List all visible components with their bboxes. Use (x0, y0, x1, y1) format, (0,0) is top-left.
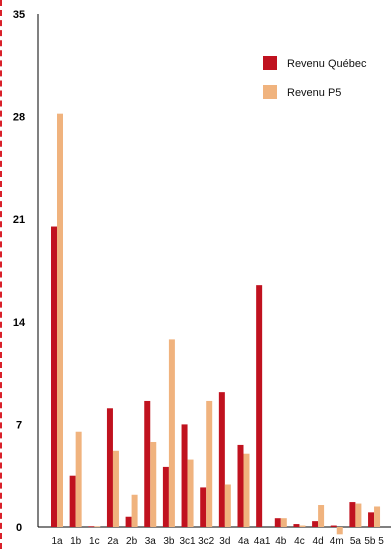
bar-revenu-quebec (181, 424, 188, 527)
x-tick-label: 4a1 (254, 536, 271, 547)
legend-label-revenu-p5: Revenu P5 (287, 87, 341, 99)
bar-revenu-p5 (224, 484, 231, 527)
x-tick-labels: 1a 1b 1c 2a 2b 3a 3b 3c1 3c2 3d 4a 4a1 4b 4c 4d 4m 5a 5b … (51, 536, 384, 547)
x-tick-label: 5a (350, 536, 362, 547)
bar-revenu-quebec (69, 475, 76, 527)
x-tick-label: 1b (70, 536, 82, 547)
x-tick-label: 4m (330, 536, 344, 547)
x-tick-label: 3d (219, 536, 230, 547)
x-tick-label: 3b (163, 536, 175, 547)
x-tick-label: 2a (107, 536, 119, 547)
bar-revenu-quebec (349, 502, 356, 527)
x-tick-label: 3a (145, 536, 157, 547)
legend-swatch-revenu-quebec (263, 56, 277, 70)
y-tick-label: 28 (13, 112, 25, 124)
bar-revenu-quebec (330, 525, 337, 527)
bar-revenu-quebec (312, 521, 319, 527)
bar-revenu-p5 (94, 526, 101, 528)
y-tick-labels: 0 7 14 21 28 35 (13, 9, 26, 534)
bar-revenu-p5 (280, 518, 287, 527)
bar-revenu-quebec (218, 392, 225, 527)
x-tick-label: 2b (126, 536, 138, 547)
bar-revenu-quebec (368, 512, 375, 527)
bar-revenu-quebec (293, 524, 300, 527)
bar-revenu-quebec (256, 285, 263, 527)
bar-revenu-quebec (51, 226, 57, 527)
bar-revenu-quebec (274, 518, 281, 527)
left-dashed-rule (0, 0, 2, 549)
bar-revenu-quebec (200, 487, 207, 527)
bar-revenu-p5 (57, 113, 63, 527)
x-tick-label: 4b (275, 536, 287, 547)
bar-revenu-p5 (150, 441, 157, 527)
bar-revenu-quebec (237, 444, 244, 527)
x-tick-label: 4d (313, 536, 324, 547)
bar-revenu-p5 (299, 525, 306, 527)
bar-revenu-p5 (355, 503, 362, 527)
x-tick-label: 1c (89, 536, 100, 547)
x-tick-label: 3c2 (198, 536, 215, 547)
x-tick-label: 1a (51, 536, 63, 547)
x-tick-label: 5b 5 (364, 536, 384, 547)
x-tick-label: 4c (294, 536, 305, 547)
y-tick-label: 21 (13, 214, 25, 226)
bar-revenu-p5 (374, 506, 381, 527)
y-tick-label: 7 (16, 419, 22, 431)
bar-revenu-quebec (144, 400, 151, 527)
bar-revenu-quebec (125, 516, 132, 527)
x-tick-label: 4a (238, 536, 250, 547)
bar-revenu-p5 (168, 339, 175, 527)
y-tick-label: 0 (16, 522, 22, 534)
bars (51, 113, 381, 535)
bar-revenu-quebec (88, 526, 95, 528)
legend-label-revenu-quebec: Revenu Québec (287, 58, 367, 70)
bar-revenu-p5 (75, 431, 82, 527)
bar-revenu-p5 (187, 459, 194, 527)
y-tick-label: 14 (13, 317, 26, 329)
legend-swatch-revenu-p5 (263, 85, 277, 99)
bar-revenu-quebec (106, 408, 113, 527)
bar-revenu-p5 (112, 450, 119, 527)
x-tick-label: 3c1 (179, 536, 196, 547)
bar-revenu-p5 (243, 453, 250, 527)
bar-revenu-p5 (206, 400, 213, 527)
legend: Revenu Québec Revenu P5 (263, 56, 367, 99)
bar-revenu-p5 (131, 494, 138, 527)
y-tick-label: 35 (13, 9, 25, 21)
bar-revenu-quebec (162, 466, 169, 527)
bar-revenu-p5 (318, 505, 325, 527)
bar-revenu-p5 (336, 527, 343, 535)
